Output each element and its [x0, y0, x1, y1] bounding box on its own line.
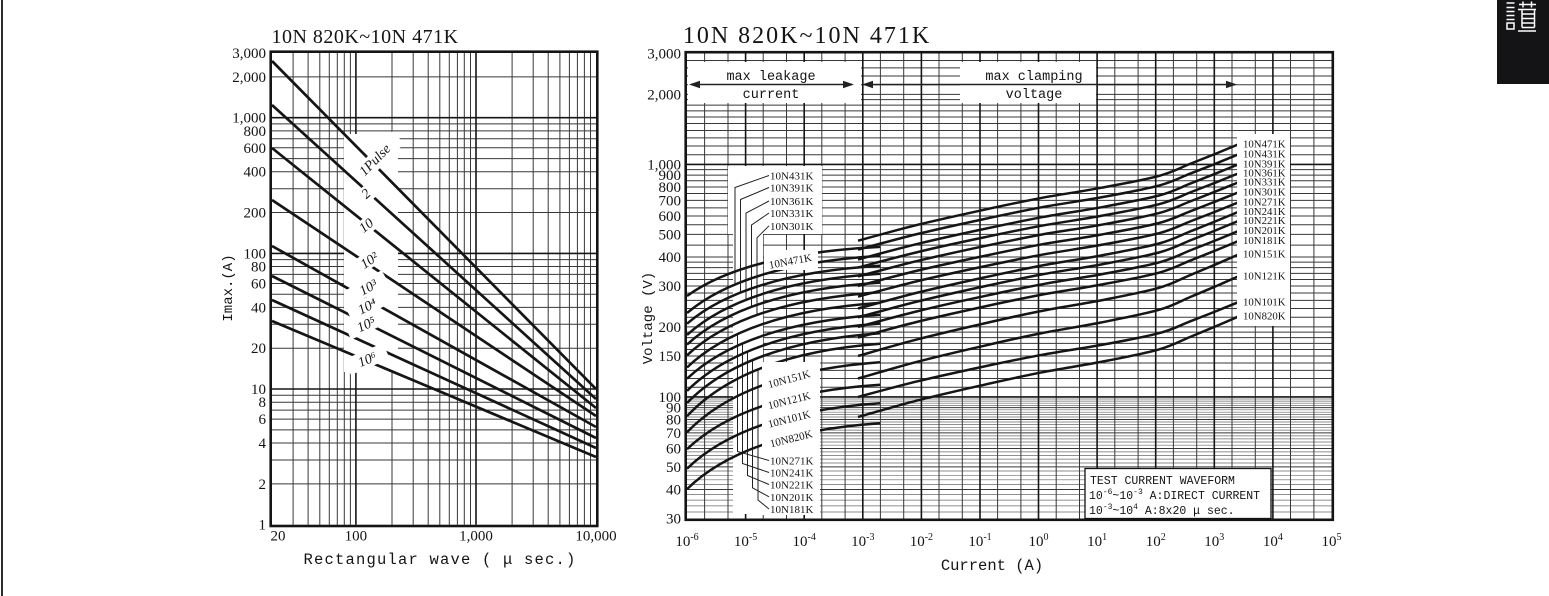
svg-text:40: 40 [666, 483, 681, 499]
svg-text:80: 80 [251, 260, 266, 276]
svg-text:8: 8 [259, 395, 267, 411]
svg-text:10N221K: 10N221K [770, 480, 813, 492]
svg-text:80: 80 [666, 413, 681, 429]
svg-text:60: 60 [666, 442, 681, 458]
svg-text:20: 20 [251, 341, 266, 357]
svg-text:60: 60 [251, 277, 266, 293]
svg-text:10⁶: 10⁶ [356, 350, 379, 371]
svg-text:100: 100 [345, 529, 368, 545]
svg-text:600: 600 [659, 209, 682, 225]
svg-text:101: 101 [1087, 532, 1107, 550]
svg-text:10,000: 10,000 [575, 529, 616, 545]
svg-text:10N331K: 10N331K [1243, 177, 1286, 189]
svg-text:70: 70 [666, 426, 681, 442]
svg-text:102: 102 [1146, 532, 1166, 550]
svg-text:10N201K: 10N201K [1243, 225, 1286, 237]
svg-text:10N301K: 10N301K [1243, 187, 1286, 199]
svg-text:400: 400 [659, 250, 682, 266]
svg-text:700: 700 [659, 193, 682, 209]
svg-text:50: 50 [666, 460, 681, 476]
svg-text:10N221K: 10N221K [1243, 215, 1286, 227]
svg-text:3,000: 3,000 [647, 47, 681, 63]
svg-text:1,000: 1,000 [459, 529, 493, 545]
svg-text:10N101K: 10N101K [1243, 296, 1286, 308]
svg-text:10N361K: 10N361K [770, 196, 813, 208]
svg-text:max leakage: max leakage [726, 70, 815, 85]
svg-text:800: 800 [659, 180, 682, 196]
svg-text:10N201K: 10N201K [770, 492, 813, 504]
svg-text:6: 6 [259, 412, 267, 428]
svg-text:20: 20 [271, 529, 286, 545]
svg-text:10N181K: 10N181K [1243, 235, 1286, 247]
svg-text:10N271K: 10N271K [1243, 197, 1286, 209]
svg-text:10N820K: 10N820K [1243, 311, 1286, 323]
svg-text:40: 40 [251, 300, 266, 316]
svg-text:500: 500 [659, 227, 682, 243]
svg-text:2,000: 2,000 [647, 87, 681, 103]
svg-text:10N 820K~10N 471K: 10N 820K~10N 471K [271, 26, 458, 48]
svg-text:1,000: 1,000 [647, 157, 681, 173]
svg-text:10N301K: 10N301K [770, 221, 813, 233]
svg-text:2: 2 [259, 477, 267, 493]
svg-text:800: 800 [244, 124, 267, 140]
svg-text:103: 103 [1204, 532, 1224, 550]
svg-text:10N151K: 10N151K [1243, 249, 1286, 261]
svg-text:10N391K: 10N391K [770, 183, 813, 195]
svg-text:300: 300 [659, 279, 682, 295]
svg-text:Voltage (V): Voltage (V) [641, 272, 657, 364]
svg-text:10N331K: 10N331K [770, 208, 813, 220]
svg-text:100: 100 [659, 390, 682, 406]
svg-text:1: 1 [259, 518, 267, 534]
svg-text:Imax.(A): Imax.(A) [221, 254, 237, 321]
svg-text:TEST CURRENT WAVEFORM: TEST CURRENT WAVEFORM [1090, 475, 1235, 488]
svg-text:150: 150 [659, 349, 682, 365]
svg-text:200: 200 [659, 320, 682, 336]
svg-text:600: 600 [244, 141, 267, 157]
svg-text:10N271K: 10N271K [770, 456, 813, 468]
svg-text:10N361K: 10N361K [1243, 168, 1286, 180]
svg-text:voltage: voltage [1006, 88, 1063, 103]
svg-text:100: 100 [244, 246, 267, 262]
svg-text:max clamping: max clamping [985, 70, 1082, 85]
svg-text:current: current [743, 88, 800, 103]
svg-text:10N181K: 10N181K [770, 504, 813, 516]
svg-text:90: 90 [666, 401, 681, 417]
svg-text:Current (A): Current (A) [941, 557, 1043, 575]
svg-text:1,000: 1,000 [232, 111, 266, 127]
svg-text:200: 200 [244, 206, 267, 222]
svg-text:10N241K: 10N241K [1243, 206, 1286, 218]
svg-text:4: 4 [259, 436, 267, 452]
svg-text:10N391K: 10N391K [1243, 159, 1286, 171]
svg-text:10: 10 [251, 382, 266, 398]
svg-text:10N431K: 10N431K [770, 171, 813, 183]
svg-text:Rectangular wave ( μ sec.): Rectangular wave ( μ sec.) [303, 551, 576, 569]
svg-text:10N 820K~10N 471K: 10N 820K~10N 471K [683, 23, 931, 49]
svg-text:10⁵: 10⁵ [355, 315, 379, 337]
svg-text:10N241K: 10N241K [770, 468, 813, 480]
svg-text:10-6~10-3 A:DIRECT CURRENT: 10-6~10-3 A:DIRECT CURRENT [1089, 488, 1260, 503]
svg-text:400: 400 [244, 165, 267, 181]
svg-text:900: 900 [659, 168, 682, 184]
svg-text:2,000: 2,000 [232, 70, 266, 86]
svg-text:3,000: 3,000 [232, 46, 266, 62]
svg-text:10-3~104 A:8x20 μ sec.: 10-3~104 A:8x20 μ sec. [1089, 503, 1235, 518]
svg-text:10N431K: 10N431K [1243, 149, 1286, 161]
svg-text:30: 30 [666, 512, 681, 528]
svg-text:10N471K: 10N471K [1243, 139, 1286, 151]
svg-text:10N121K: 10N121K [1243, 271, 1286, 283]
svg-text:104: 104 [1263, 532, 1283, 550]
